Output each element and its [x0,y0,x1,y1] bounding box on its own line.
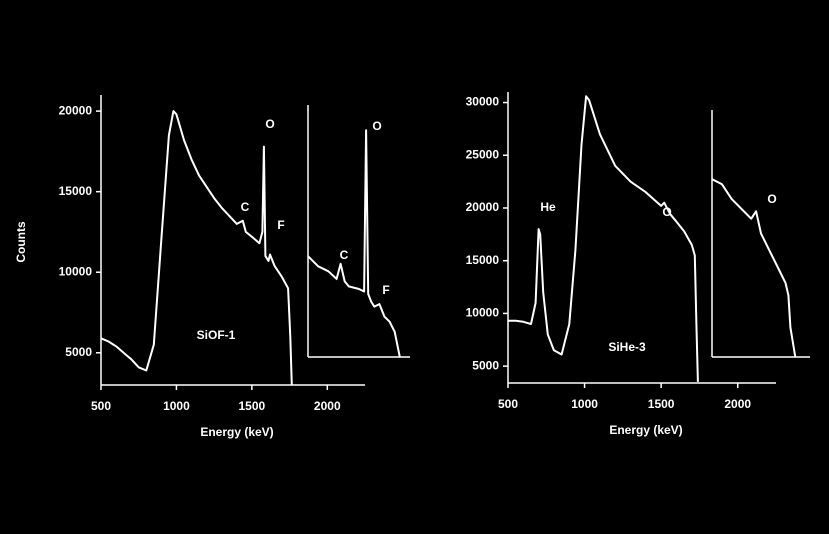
peak-label: He [540,200,556,214]
y-tick-label: 10000 [59,264,93,278]
x-axis-label: Energy (keV) [609,423,682,437]
y-axis-label: Counts [14,221,28,263]
y-tick-label: 15000 [466,253,500,267]
inset-peak-label: C [340,248,349,262]
peak-label: C [241,200,250,214]
spectrum-line [100,110,293,386]
inset-peak-label: O [372,119,381,133]
x-tick-label: 2000 [314,399,341,413]
inset-spectrum-line [711,178,797,358]
y-tick-label: 5000 [472,358,499,372]
y-tick-label: 20000 [59,103,93,117]
y-tick-label: 25000 [466,147,500,161]
y-tick-label: 30000 [466,95,500,109]
y-tick-label: 10000 [466,306,500,320]
spectrum-line [508,95,699,382]
x-tick-label: 2000 [724,397,751,411]
x-tick-label: 1000 [163,399,190,413]
inset-peak-label: O [767,192,776,206]
peak-label: F [277,218,284,232]
x-tick-label: 500 [498,397,518,411]
peak-label: O [662,205,671,219]
x-axis-label: Energy (keV) [200,425,273,439]
x-tick-label: 1500 [239,399,266,413]
peak-label: SiHe-3 [608,340,646,354]
x-tick-label: 500 [91,399,111,413]
y-tick-label: 15000 [59,184,93,198]
y-tick-label: 20000 [466,200,500,214]
inset-peak-label: F [382,283,389,297]
inset-spectrum-line [307,129,401,358]
peak-label: SiOF-1 [197,328,236,342]
y-tick-label: 5000 [65,345,92,359]
peak-label: O [265,117,274,131]
x-tick-label: 1500 [648,397,675,411]
x-tick-label: 1000 [571,397,598,411]
